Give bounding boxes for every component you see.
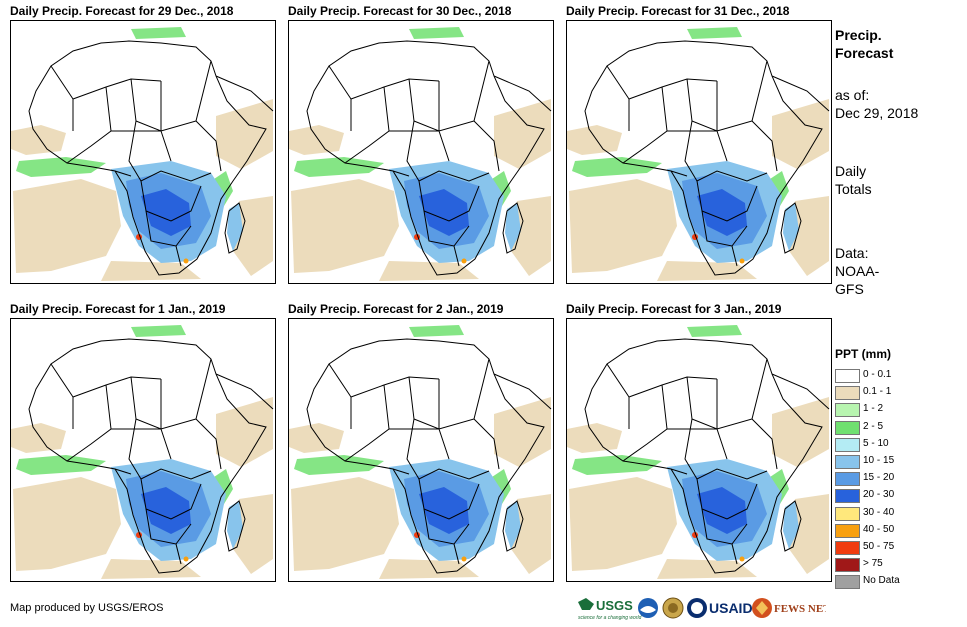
legend-swatch — [835, 489, 860, 504]
fews-net-logo-text: FEWS NET — [774, 603, 826, 615]
fews-net-logo: FEWS NET — [752, 598, 831, 618]
forecast-panel-dec29: Daily Precip. Forecast for 29 Dec., 2018 — [10, 4, 278, 284]
africa-map — [11, 27, 274, 281]
panel-title: Daily Precip. Forecast for 29 Dec., 2018 — [10, 4, 234, 18]
africa-map — [289, 325, 552, 579]
forecast-panel-jan3: Daily Precip. Forecast for 3 Jan., 2019 — [566, 302, 834, 582]
panel-title: Daily Precip. Forecast for 30 Dec., 2018 — [288, 4, 512, 18]
africa-map — [289, 27, 552, 281]
forecast-map — [288, 318, 554, 582]
data-source-line: NOAA- — [835, 263, 880, 279]
as-of-label: as of: — [835, 87, 870, 103]
usaid-logo: USAID — [687, 598, 753, 618]
forecast-panel-dec31: Daily Precip. Forecast for 31 Dec., 2018 — [566, 4, 834, 284]
panel-title: Daily Precip. Forecast for 2 Jan., 2019 — [288, 302, 504, 316]
legend-swatch — [835, 437, 860, 452]
legend-label: > 75 — [863, 558, 883, 570]
map-credit: Map produced by USGS/EROS — [10, 602, 164, 614]
forecast-map — [10, 318, 276, 582]
africa-map — [567, 325, 830, 579]
legend-label: 20 - 30 — [863, 489, 895, 501]
legend-label: 10 - 15 — [863, 454, 895, 466]
legend-swatch — [835, 369, 860, 383]
africa-map — [11, 325, 274, 579]
doi-seal-icon — [662, 597, 684, 619]
legend-swatch — [835, 472, 860, 487]
legend-swatch — [835, 403, 860, 418]
legend-swatch — [835, 506, 860, 521]
forecast-map — [566, 20, 832, 284]
totals-label: Daily Totals — [835, 162, 872, 198]
forecast-map — [10, 20, 276, 284]
legend-label: 2 - 5 — [863, 420, 884, 432]
forecast-map — [288, 20, 554, 284]
legend-swatch — [835, 540, 860, 555]
logo-strip: USGS science for a changing world USAID … — [576, 596, 831, 622]
totals-line: Daily — [835, 163, 867, 179]
legend-label: 1 - 2 — [863, 403, 884, 415]
usgs-logo-text: USGS — [596, 598, 633, 613]
legend-label: 40 - 50 — [863, 523, 895, 535]
data-source: Data: NOAA- GFS — [835, 244, 879, 298]
legend-swatch — [835, 420, 860, 435]
panel-title: Daily Precip. Forecast for 3 Jan., 2019 — [566, 302, 782, 316]
forecast-panel-jan2: Daily Precip. Forecast for 2 Jan., 2019 — [288, 302, 556, 582]
panel-title: Daily Precip. Forecast for 1 Jan., 2019 — [10, 302, 226, 316]
legend-swatch — [835, 575, 860, 590]
usaid-logo-text: USAID — [709, 600, 753, 616]
legend-label: 50 - 75 — [863, 540, 895, 552]
usgs-logo: USGS science for a changing world — [578, 598, 642, 621]
heading-line: Precip. — [835, 27, 882, 43]
legend-title: PPT (mm) — [835, 347, 892, 361]
legend-label: 5 - 10 — [863, 437, 889, 449]
as-of-date: as of: Dec 29, 2018 — [835, 86, 918, 122]
heading-line: Forecast — [835, 45, 894, 61]
legend-swatch — [835, 454, 860, 469]
as-of-value: Dec 29, 2018 — [835, 105, 919, 121]
legend-label: 0 - 0.1 — [863, 369, 892, 380]
forecast-panel-dec30: Daily Precip. Forecast for 30 Dec., 2018 — [288, 4, 556, 284]
sidebar-heading: Precip. Forecast — [835, 26, 893, 62]
data-source-line: Data: — [835, 245, 869, 261]
forecast-panel-jan1: Daily Precip. Forecast for 1 Jan., 2019 — [10, 302, 278, 582]
legend-label: No Data — [863, 575, 900, 587]
legend-swatch — [835, 523, 860, 538]
panel-title: Daily Precip. Forecast for 31 Dec., 2018 — [566, 4, 790, 18]
legend-label: 0.1 - 1 — [863, 386, 892, 398]
legend-swatch — [835, 386, 860, 401]
africa-map — [567, 27, 830, 281]
data-source-line: GFS — [835, 281, 864, 297]
forecast-map — [566, 318, 832, 582]
legend-label: 30 - 40 — [863, 506, 895, 518]
usgs-tagline: science for a changing world — [578, 615, 642, 621]
legend-swatch — [835, 558, 860, 573]
noaa-logo — [638, 598, 658, 618]
legend-label: 15 - 20 — [863, 472, 895, 484]
totals-line: Totals — [835, 181, 872, 197]
